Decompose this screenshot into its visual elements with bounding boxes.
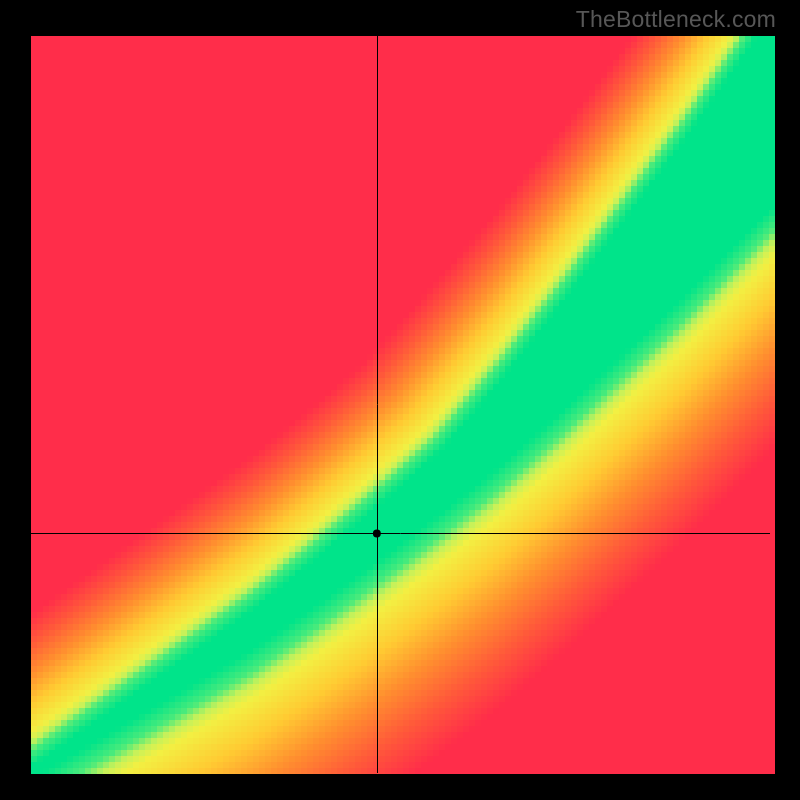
bottleneck-heatmap xyxy=(0,0,800,800)
watermark-text: TheBottleneck.com xyxy=(576,6,776,33)
chart-container: TheBottleneck.com xyxy=(0,0,800,800)
